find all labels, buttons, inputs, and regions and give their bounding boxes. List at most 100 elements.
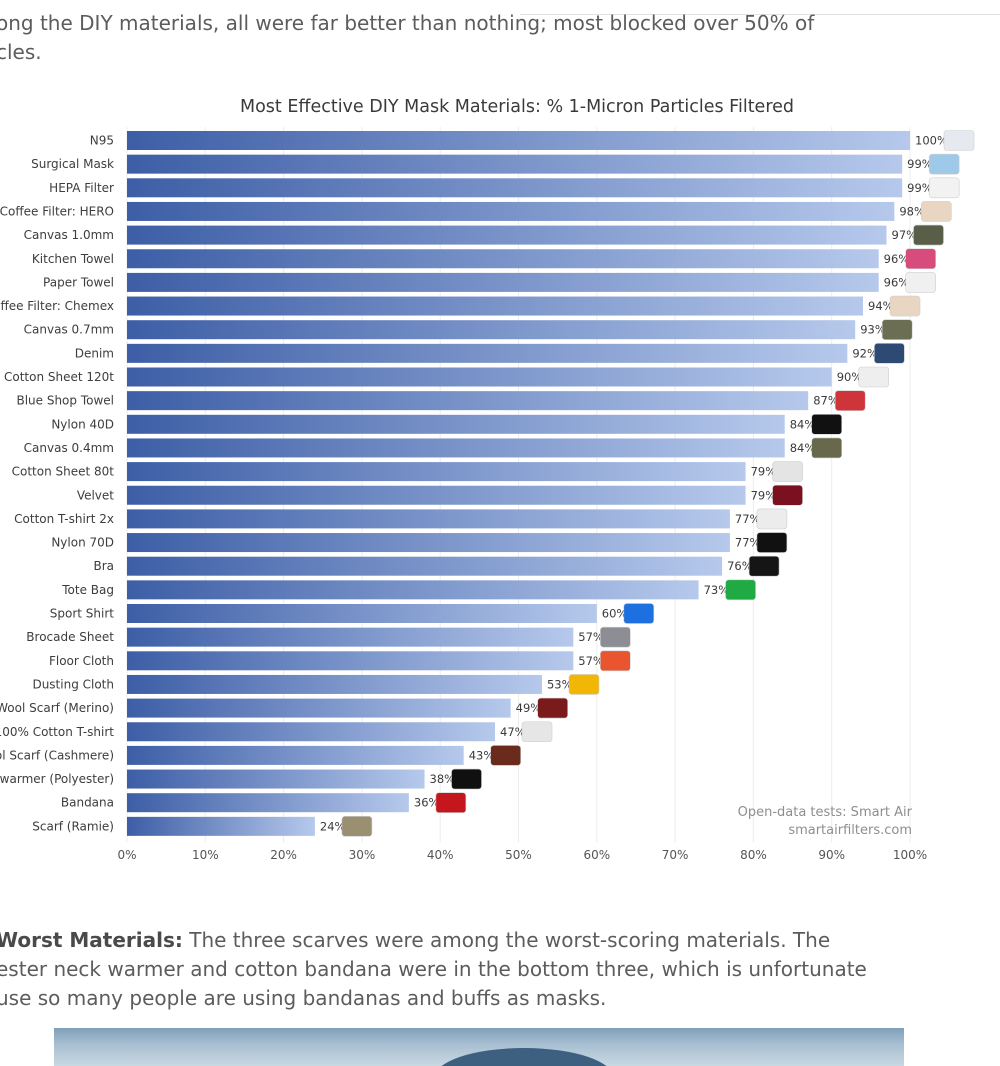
bar <box>127 485 746 505</box>
material-swatch-icon <box>537 697 568 719</box>
source-annotation: Open-data tests: Smart Air <box>738 805 913 820</box>
bar <box>127 509 730 529</box>
bar <box>127 698 511 718</box>
material-swatch-icon <box>921 201 952 222</box>
value-label: 97% <box>892 228 918 242</box>
value-label: 90% <box>837 370 863 384</box>
material-swatch-icon <box>905 272 936 293</box>
value-label: 96% <box>884 275 910 289</box>
x-tick-label: 60% <box>583 848 610 862</box>
bar <box>127 201 895 221</box>
material-swatch-icon <box>772 461 803 482</box>
x-tick-label: 20% <box>270 848 297 862</box>
value-label: 92% <box>852 346 878 360</box>
category-label: ol Scarf (Cashmere) <box>0 748 114 762</box>
material-swatch-icon <box>748 555 780 577</box>
material-swatch-icon <box>913 224 944 246</box>
value-label: 53% <box>547 677 573 691</box>
value-label: 84% <box>790 441 816 455</box>
category-label: kwarmer (Polyester) <box>0 772 114 786</box>
value-label: 43% <box>469 748 495 762</box>
value-label: 73% <box>704 583 730 597</box>
value-label: 79% <box>751 465 777 479</box>
bar <box>127 367 832 387</box>
material-swatch-icon <box>341 816 373 837</box>
value-label: 38% <box>430 772 456 786</box>
category-label: Kitchen Towel <box>32 252 114 266</box>
category-label: Canvas 1.0mm <box>24 228 114 242</box>
bar <box>127 651 574 671</box>
value-label: 47% <box>500 725 526 739</box>
intro-line-1: ong the DIY materials, all were far bett… <box>0 11 815 35</box>
intro-paragraph: ong the DIY materials, all were far bett… <box>0 9 814 67</box>
value-label: 99% <box>907 157 933 171</box>
material-swatch-icon <box>772 484 803 506</box>
material-swatch-icon <box>756 532 788 553</box>
photo-subject <box>434 1048 614 1066</box>
bar <box>127 272 879 292</box>
worst-line-1: Worst Materials: The three scarves were … <box>0 926 867 955</box>
worst-line-3: use so many people are using bandanas an… <box>0 986 607 1010</box>
value-label: 100% <box>915 134 948 148</box>
category-label: Canvas 0.7mm <box>24 323 114 337</box>
category-label: Canvas 0.4mm <box>24 441 114 455</box>
x-tick-label: 30% <box>349 848 376 862</box>
bar <box>127 320 856 340</box>
intro-line-2: cles. <box>0 40 42 64</box>
x-tick-label: 70% <box>662 848 689 862</box>
material-swatch-icon <box>435 792 467 814</box>
value-label: 79% <box>751 488 777 502</box>
bar <box>127 722 496 742</box>
chart-title: Most Effective DIY Mask Materials: % 1-M… <box>240 97 794 117</box>
category-label: Paper Towel <box>43 275 114 289</box>
x-tick-label: 10% <box>192 848 219 862</box>
material-swatch-icon <box>943 130 975 151</box>
bar <box>127 816 315 836</box>
value-label: 98% <box>899 204 925 218</box>
material-swatch-icon <box>600 650 631 672</box>
value-label: 94% <box>868 299 894 313</box>
bar <box>127 745 464 765</box>
material-swatch-icon <box>490 745 521 766</box>
worst-line-2: ester neck warmer and cotton bandana wer… <box>0 957 867 981</box>
bar <box>127 604 597 623</box>
bar <box>127 769 425 789</box>
bar <box>127 391 809 411</box>
bar <box>127 343 848 363</box>
value-label: 49% <box>516 701 542 715</box>
value-label: 24% <box>320 819 346 833</box>
category-label: Denim <box>75 346 114 360</box>
category-label: offee Filter: Chemex <box>0 299 114 313</box>
material-swatch-icon <box>834 390 866 411</box>
bar <box>127 580 699 600</box>
bar <box>127 462 746 482</box>
material-swatch-icon <box>451 768 482 790</box>
x-tick-label: 100% <box>893 848 927 862</box>
value-label: 57% <box>578 630 604 644</box>
category-label: Nylon 40D <box>51 417 114 431</box>
category-label: Bra <box>93 559 114 573</box>
worst-line-1-text: The three scarves were among the worst-s… <box>182 928 831 952</box>
top-divider <box>520 14 1000 15</box>
value-label: 36% <box>414 796 440 810</box>
category-label: Cotton Sheet 120t <box>4 370 114 384</box>
material-swatch-icon <box>858 366 890 388</box>
bar <box>127 249 879 269</box>
category-label: Brocade Sheet <box>26 630 114 644</box>
category-label: Nylon 70D <box>51 536 114 550</box>
material-swatch-icon <box>811 437 843 459</box>
material-swatch-icon <box>881 319 913 340</box>
bar <box>127 533 730 553</box>
value-label: 84% <box>790 417 816 431</box>
category-label: Cotton T-shirt 2x <box>14 512 114 526</box>
category-label: Dusting Cloth <box>32 677 114 691</box>
category-label: Wool Scarf (Merino) <box>0 701 114 715</box>
x-tick-label: 0% <box>117 848 136 862</box>
x-tick-label: 90% <box>818 848 845 862</box>
bar <box>127 627 574 647</box>
material-swatch-icon <box>623 603 655 624</box>
value-label: 87% <box>813 394 839 408</box>
material-swatch-icon <box>811 413 843 435</box>
material-swatch-icon <box>568 674 600 695</box>
material-swatch-icon <box>521 721 553 743</box>
